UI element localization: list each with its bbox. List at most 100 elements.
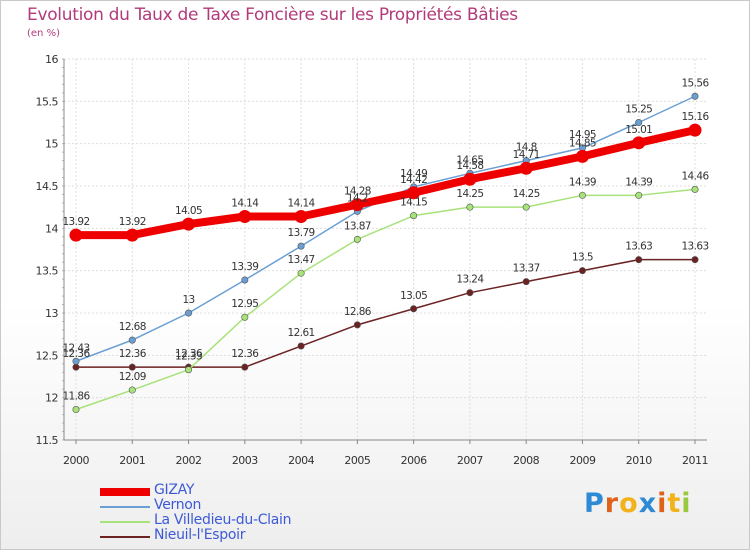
data-label: 15.16	[681, 111, 709, 123]
data-point	[578, 267, 586, 275]
data-label: 14.39	[569, 176, 596, 188]
data-point	[185, 309, 193, 317]
data-label: 14.2	[347, 192, 368, 204]
data-label: 13	[182, 294, 194, 306]
data-label: 13.24	[456, 274, 484, 286]
data-point	[294, 209, 308, 223]
legend-label: Nieuil-l'Espoir	[154, 527, 246, 543]
y-tick-label: 14.5	[36, 180, 59, 193]
data-label: 12.36	[231, 348, 259, 360]
data-label: 12.36	[119, 348, 147, 360]
data-point	[128, 336, 136, 344]
data-label: 14.8	[516, 142, 537, 154]
data-point	[69, 228, 83, 242]
data-label: 14.25	[456, 188, 483, 200]
data-label: 13.63	[681, 241, 708, 253]
data-label: 12.36	[175, 348, 203, 360]
data-label: 15.01	[625, 124, 652, 136]
legend-swatch	[100, 506, 150, 508]
x-tick-label: 2011	[682, 454, 708, 467]
data-point	[128, 363, 136, 371]
data-label: 12.68	[119, 321, 146, 333]
series-line-2	[75, 188, 696, 411]
data-label: 12.86	[344, 306, 372, 318]
data-point	[519, 161, 533, 175]
data-point	[575, 149, 589, 163]
x-tick-label: 2005	[344, 454, 370, 467]
data-point	[466, 203, 474, 211]
data-label: 15.25	[625, 104, 652, 116]
data-point	[72, 363, 80, 371]
series-line-0	[72, 126, 699, 240]
data-label: 12.36	[62, 348, 90, 360]
x-tick-label: 2001	[119, 454, 145, 467]
data-label: 12.09	[119, 371, 146, 383]
legend-swatch	[100, 521, 150, 523]
data-label: 14.25	[513, 188, 540, 200]
data-point	[238, 209, 252, 223]
data-point	[125, 228, 139, 242]
data-label: 14.65	[456, 154, 483, 166]
data-point	[635, 191, 643, 199]
data-point	[410, 305, 418, 313]
data-label: 13.63	[625, 241, 652, 253]
data-label: 14.71	[513, 149, 540, 161]
data-label: 14.15	[400, 197, 427, 209]
data-point	[466, 289, 474, 297]
data-point	[241, 276, 249, 284]
data-label: 13.37	[513, 263, 540, 275]
y-tick-label: 15.5	[36, 95, 59, 108]
data-point	[463, 172, 477, 186]
data-point	[297, 342, 305, 350]
x-tick-label: 2003	[232, 454, 258, 467]
data-label: 14.85	[569, 137, 596, 149]
legend-swatch	[100, 536, 150, 538]
legend-label: La Villedieu-du-Clain	[154, 512, 292, 528]
y-tick-label: 12.5	[36, 349, 59, 362]
data-point	[72, 357, 80, 365]
data-label: 14.05	[175, 205, 202, 217]
y-tick-label: 15	[45, 138, 58, 151]
data-point	[522, 278, 530, 286]
legend-swatch	[100, 488, 150, 496]
data-point	[297, 242, 305, 250]
data-label: 14.42	[400, 174, 427, 186]
data-label: 14.14	[288, 197, 316, 209]
data-point	[410, 212, 418, 220]
data-label: 13.79	[288, 227, 315, 239]
data-label: 12.43	[62, 342, 89, 354]
data-point	[353, 321, 361, 329]
data-label: 12.33	[175, 351, 202, 363]
data-point	[241, 363, 249, 371]
y-tick-label: 16	[45, 53, 58, 66]
data-point	[350, 198, 364, 212]
data-point	[578, 191, 586, 199]
data-point	[353, 235, 361, 243]
data-label: 12.95	[231, 298, 258, 310]
data-point	[635, 119, 643, 127]
data-label: 15.56	[681, 77, 709, 89]
x-tick-label: 2002	[176, 454, 202, 467]
legend-label: Vernon	[154, 497, 202, 513]
data-label: 14.14	[231, 197, 259, 209]
data-point	[691, 185, 699, 193]
data-label: 13.05	[400, 290, 427, 302]
data-point	[185, 366, 193, 374]
y-tick-label: 13	[45, 307, 58, 320]
data-point	[522, 203, 530, 211]
data-label: 13.92	[62, 216, 89, 228]
data-point	[407, 186, 421, 200]
data-label: 13.47	[288, 254, 315, 266]
proxiti-logo: Proxiti	[584, 488, 692, 519]
x-tick-label: 2006	[401, 454, 427, 467]
data-point	[241, 313, 249, 321]
x-tick-label: 2000	[63, 454, 89, 467]
x-tick-label: 2010	[626, 454, 652, 467]
data-point	[72, 406, 80, 414]
chart-subtitle: (en %)	[27, 28, 60, 39]
data-point	[688, 123, 702, 137]
series-line-3	[75, 258, 696, 368]
x-tick-label: 2007	[457, 454, 483, 467]
